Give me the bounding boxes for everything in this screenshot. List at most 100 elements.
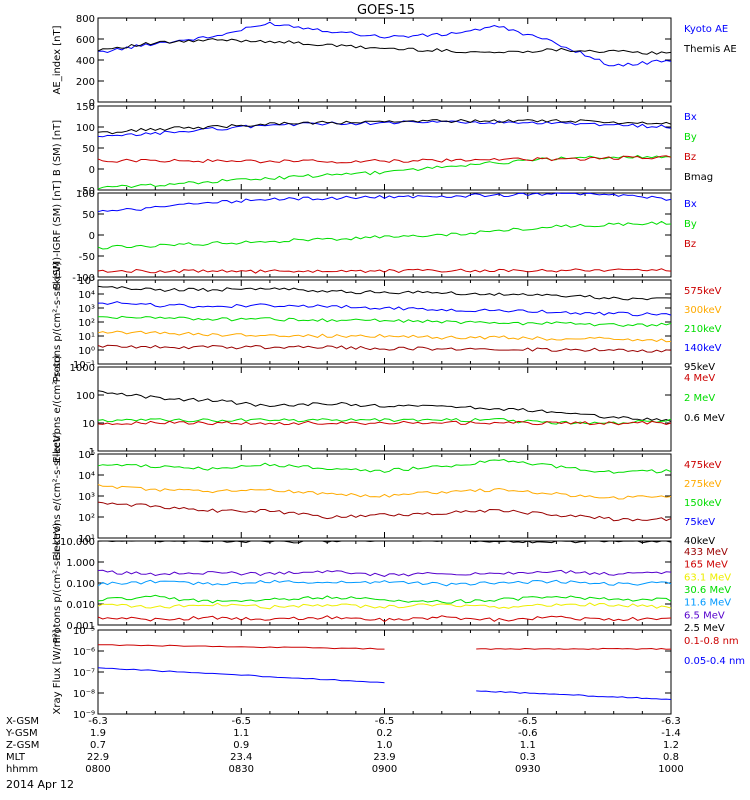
legend-entry: 0.6 MeV xyxy=(684,413,725,424)
row-label: X-GSM xyxy=(6,716,39,727)
row-value: -6.5 xyxy=(231,716,251,727)
row-value: -6.3 xyxy=(88,716,108,727)
y-tick-label: 10 xyxy=(82,419,95,430)
panel-frame xyxy=(97,17,672,103)
row-value: -6.3 xyxy=(661,716,681,727)
legend-entry: By xyxy=(684,132,697,143)
row-label: MLT xyxy=(6,752,26,763)
panel-4: 10⁻¹ 10⁰ 10¹ 10² 10³ 10⁴ 10⁵ Protons p/(cm²-s-s… xyxy=(52,262,722,383)
y-tick-label: 100 xyxy=(76,391,95,402)
panel-2: -50 0 50 100 150 B (SM) [nT] Bx By Bz Bmag xyxy=(52,102,713,197)
y-tick-label: 400 xyxy=(76,56,95,67)
series-line xyxy=(97,118,672,135)
y-tick-label: 10.000 xyxy=(60,537,95,548)
series-line xyxy=(97,155,672,164)
row-label: hhmm xyxy=(6,764,38,775)
y-tick-label: -50 xyxy=(79,252,95,263)
row-value: 0930 xyxy=(515,764,540,775)
y-tick-label: 0 xyxy=(89,165,95,176)
legend-entry: 575keV xyxy=(684,286,722,297)
y-axis-label: Protons p/(cm²-s-sr-keV) xyxy=(52,523,63,644)
panel-stack: 0 200 400 600 800 AE_index [nT] Kyoto AE Themis… xyxy=(52,14,745,721)
legend-entry: Bz xyxy=(684,152,696,163)
row-value: 1.1 xyxy=(233,728,249,739)
y-tick-label: 0 xyxy=(89,231,95,242)
series-line xyxy=(97,484,672,500)
series-line xyxy=(97,420,672,426)
y-tick-label: 0.001 xyxy=(66,621,95,632)
panel-frame xyxy=(97,366,672,452)
y-axis-label: Protons p/(cm²-s-sr-keV) xyxy=(52,262,63,383)
y-tick-label: -50 xyxy=(79,186,95,197)
series-line xyxy=(97,644,385,650)
row-value: 0.8 xyxy=(663,752,679,763)
series-line xyxy=(98,301,672,317)
y-tick-label: 10⁻⁷ xyxy=(73,668,95,679)
y-tick-label: 10⁻⁹ xyxy=(73,710,95,721)
y-tick-label: 10² xyxy=(78,513,95,524)
series-line xyxy=(97,569,672,577)
legend-entry: Themis AE xyxy=(683,44,737,55)
panel-frame xyxy=(97,192,672,278)
y-tick-label: 200 xyxy=(76,77,95,88)
series-line xyxy=(97,268,672,274)
series-line xyxy=(97,315,672,327)
row-value: -0.6 xyxy=(518,728,538,739)
y-tick-label: 10⁰ xyxy=(78,346,95,357)
legend-entry: 165 MeV xyxy=(684,560,728,571)
series-line xyxy=(97,417,672,425)
series-line xyxy=(97,501,672,522)
y-tick-label: 10³ xyxy=(78,492,95,503)
y-tick-label: 800 xyxy=(76,14,95,25)
row-value: 0.9 xyxy=(233,740,249,751)
legend-entry: 95keV xyxy=(684,362,715,373)
y-tick-label: 150 xyxy=(76,102,95,113)
legend-entry: 140keV xyxy=(684,343,722,354)
row-value: 1.0 xyxy=(377,740,393,751)
row-value: -1.4 xyxy=(661,728,681,739)
legend-entry: 40keV xyxy=(684,536,715,547)
series-line xyxy=(97,285,672,301)
y-tick-label: 10⁻⁵ xyxy=(73,626,95,637)
legend-entry: 6.5 MeV xyxy=(684,610,725,621)
y-tick-label: 0 xyxy=(89,98,95,109)
y-axis-label: Electrons e/(cm²-s-sr-keV) xyxy=(52,431,63,560)
row-value: 0830 xyxy=(229,764,254,775)
series-line xyxy=(97,192,672,213)
row-label: Y-GSM xyxy=(5,728,38,739)
legend-entry: 475keV xyxy=(684,460,722,471)
y-tick-label: 50 xyxy=(82,210,95,221)
legend-entry: Bx xyxy=(684,112,697,123)
series-line xyxy=(97,594,672,604)
series-line xyxy=(97,344,672,353)
row-value: 1.1 xyxy=(520,740,536,751)
y-tick-label: 50 xyxy=(82,144,95,155)
y-tick-label: 10¹ xyxy=(78,534,95,545)
series-line xyxy=(97,120,672,138)
y-tick-label: 0.100 xyxy=(66,579,95,590)
y-tick-label: 10⁵ xyxy=(78,276,95,287)
y-tick-label: 1000 xyxy=(70,363,95,374)
series-line xyxy=(97,615,672,623)
chart-title: GOES-15 xyxy=(357,3,415,18)
series-line xyxy=(97,21,672,67)
y-tick-label: 10⁻⁶ xyxy=(73,647,95,658)
series-line xyxy=(476,690,672,700)
y-tick-label: 10⁵ xyxy=(78,450,95,461)
legend-entry: 210keV xyxy=(684,324,722,335)
series-line xyxy=(97,330,672,343)
y-tick-label: 10⁴ xyxy=(78,290,95,301)
legend-entry: 150keV xyxy=(684,498,722,509)
y-tick-label: -100 xyxy=(72,273,95,284)
legend-entry: By xyxy=(684,219,697,230)
y-tick-label: 100 xyxy=(76,123,95,134)
series-line xyxy=(97,220,672,250)
date-label: 2014 Apr 12 xyxy=(6,778,74,791)
y-axis-label: Electrons e/(cm²-s-sr) xyxy=(52,355,63,463)
row-value: 0900 xyxy=(372,764,397,775)
legend-entry: Bz xyxy=(684,239,696,250)
legend-entry: Bmag xyxy=(684,172,713,183)
y-tick-label: 1 xyxy=(89,447,95,458)
